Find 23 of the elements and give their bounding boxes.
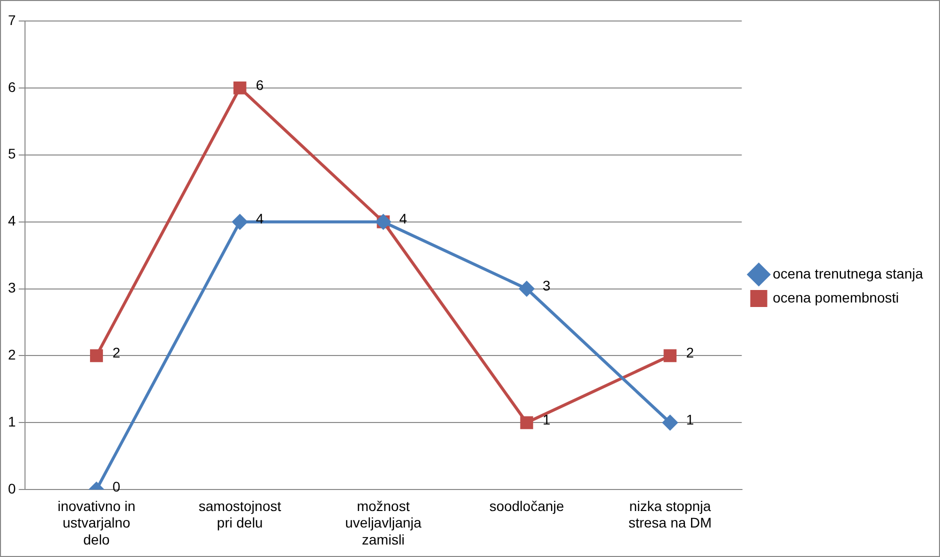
- data-label: 1: [686, 412, 694, 428]
- y-tick-label: 0: [8, 480, 16, 496]
- data-label: 4: [399, 210, 408, 227]
- legend-label: ocena pomembnosti: [772, 289, 899, 306]
- y-tick-label: 4: [8, 212, 16, 229]
- y-tick-label: 1: [8, 414, 16, 430]
- x-tick-label: inovativno in ustvarjalno delo: [58, 498, 136, 548]
- y-tick-label: 2: [8, 346, 16, 363]
- x-tick-label: možnost uveljavljanja zamisli: [345, 498, 422, 548]
- data-label: 0: [112, 478, 120, 494]
- x-tick-label: nizka stopnja stresa na DM: [628, 498, 712, 531]
- data-label: 6: [256, 76, 264, 93]
- legend-label: ocena trenutnega stanja: [772, 265, 924, 282]
- data-label: 2: [112, 344, 120, 361]
- y-tick-label: 7: [8, 12, 16, 28]
- y-tick-label: 3: [8, 280, 16, 296]
- x-tick-label: samostojnost pri delu: [198, 498, 282, 531]
- data-label: 1: [542, 412, 551, 428]
- y-tick-label: 5: [8, 146, 16, 162]
- y-tick-label: 6: [8, 78, 16, 95]
- data-label: 3: [542, 278, 551, 294]
- x-tick-label: soodločanje: [489, 498, 564, 514]
- data-label: 2: [686, 344, 694, 361]
